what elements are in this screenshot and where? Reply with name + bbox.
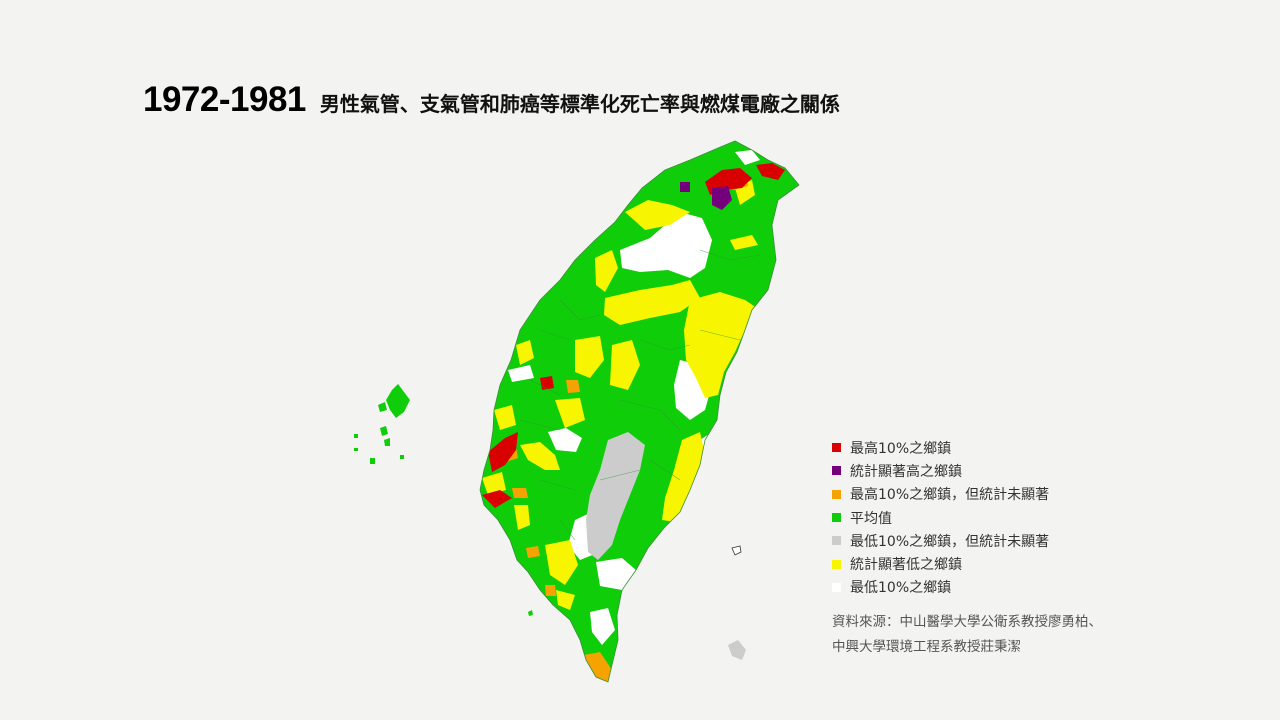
region-yellow-ne xyxy=(730,235,758,250)
legend-swatch xyxy=(832,443,841,453)
legend-swatch xyxy=(832,582,841,592)
region-white-central xyxy=(548,428,582,452)
region-white-tip xyxy=(590,608,615,645)
legend-item: 統計顯著低之鄉鎮 xyxy=(832,552,1049,575)
map-legend: 最高10%之鄉鎮 統計顯著高之鄉鎮最高10%之鄉鎮，但統計未顯著 平均值最低10%之… xyxy=(832,436,1049,599)
region-yellow-coast xyxy=(494,405,516,430)
region-yellow-central2 xyxy=(610,340,640,390)
township-boundaries xyxy=(519,249,761,601)
legend-item: 最低10%之鄉鎮 xyxy=(832,576,1049,599)
title-text: 男性氣管、支氣管和肺癌等標準化死亡率與燃煤電廠之關係 xyxy=(319,92,840,116)
region-yellow-midnorth xyxy=(604,280,700,325)
penghu-islands xyxy=(354,384,410,464)
legend-label: 最低10%之鄉鎮，但統計未顯著 xyxy=(850,533,1050,550)
region-yellow-south2 xyxy=(556,590,575,610)
region-red-changhua xyxy=(488,432,518,472)
region-yellow-west2 xyxy=(555,398,585,428)
liuqiu-island xyxy=(528,610,533,616)
legend-swatch xyxy=(832,466,841,476)
township-regions xyxy=(482,150,785,682)
source-line-2: 中興大學環境工程系教授莊秉潔 xyxy=(832,639,1021,655)
legend-item: 最高10%之鄉鎮 xyxy=(832,436,1049,459)
region-white-north xyxy=(620,212,712,278)
region-orange-4 xyxy=(526,546,540,558)
region-orange-1 xyxy=(566,380,580,393)
title-year-range: 1972-1981 xyxy=(143,80,306,119)
green-island xyxy=(731,545,742,556)
legend-label: 最低10%之鄉鎮 xyxy=(850,580,952,597)
region-purple-1 xyxy=(680,182,690,192)
region-yellow-north xyxy=(625,200,690,230)
region-white-west xyxy=(508,365,534,382)
region-gray-mountain xyxy=(586,432,645,560)
legend-swatch xyxy=(832,513,841,523)
legend-label: 最高10%之鄉鎮，但統計未顯著 xyxy=(850,487,1050,504)
legend-item: 平均值 xyxy=(832,506,1049,529)
slide-title: 1972-1981 男性氣管、支氣管和肺癌等標準化死亡率與燃煤電廠之關係 xyxy=(143,80,840,120)
region-orange-pingtung xyxy=(584,652,612,682)
source-note: 資料來源：中山醫學大學公衛系教授廖勇柏、 中興大學環境工程系教授莊秉潔 xyxy=(832,610,1102,660)
region-yellow-sw xyxy=(520,442,560,470)
legend-label: 平均值 xyxy=(850,510,892,527)
taiwan-township-map xyxy=(340,130,820,690)
region-yellow-nw xyxy=(595,250,618,292)
legend-label: 統計顯著低之鄉鎮 xyxy=(850,557,962,574)
region-white-south2 xyxy=(596,558,636,590)
legend-item: 最低10%之鄉鎮，但統計未顯著 xyxy=(832,529,1049,552)
region-orange-3 xyxy=(512,488,528,498)
region-yellow-central1 xyxy=(575,336,604,378)
region-yellow-chiayi xyxy=(482,472,506,495)
legend-swatch xyxy=(832,536,841,546)
legend-label: 最高10%之鄉鎮 xyxy=(850,440,952,457)
region-yellow-west1 xyxy=(516,340,534,365)
region-red-keelung xyxy=(756,163,785,180)
legend-swatch xyxy=(832,559,841,569)
region-yellow-sw2 xyxy=(514,505,530,530)
region-red-tainan xyxy=(482,490,512,508)
legend-swatch xyxy=(832,489,841,499)
region-yellow-east-big xyxy=(684,292,760,398)
region-white-ne xyxy=(735,150,760,165)
orchid-island xyxy=(728,640,746,660)
source-line-1: 資料來源：中山醫學大學公衛系教授廖勇柏、 xyxy=(832,614,1102,630)
map-svg xyxy=(354,140,800,683)
legend-item: 統計顯著高之鄉鎮 xyxy=(832,459,1049,482)
region-yellow-south xyxy=(545,540,578,585)
region-red-central xyxy=(540,376,554,390)
region-yellow-east-coast xyxy=(662,432,705,522)
region-orange-5 xyxy=(545,585,556,596)
legend-item: 最高10%之鄉鎮，但統計未顯著 xyxy=(832,483,1049,506)
legend-label: 統計顯著高之鄉鎮 xyxy=(850,463,962,480)
region-purple-2 xyxy=(712,186,732,210)
